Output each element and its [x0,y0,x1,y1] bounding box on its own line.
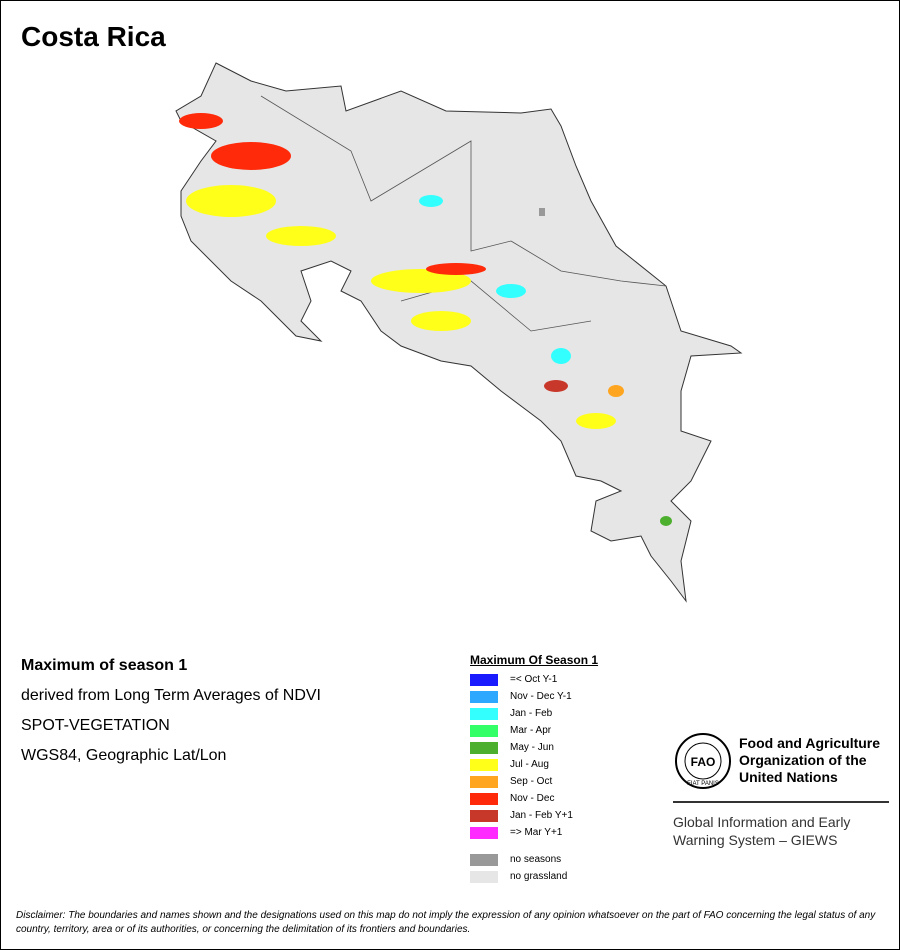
country-shape [175,62,743,603]
org-line: United Nations [739,769,838,785]
legend-entry: => Mar Y+1 [470,824,598,841]
legend-label: Mar - Apr [510,725,552,736]
legend-title: Maximum Of Season 1 [470,653,599,667]
org-name: Food and Agriculture Organization of the U… [739,735,880,786]
legend-label: Jan - Feb [510,708,553,719]
org-line: Organization of the [739,752,867,768]
legend-swatch [470,690,498,703]
legend-label: no grassland [510,871,568,882]
legend-swatch [470,775,498,788]
legend-label: May - Jun [510,742,554,753]
legend-entry: May - Jun [470,739,598,756]
disclaimer: Disclaimer: The boundaries and names sho… [16,910,876,935]
legend-swatch [470,724,498,737]
org-line: Food and Agriculture [739,735,881,751]
legend-swatch [470,809,498,822]
legend-entry: Jan - Feb Y+1 [470,807,598,824]
system-name: Global Information and Early Warning Syst… [673,813,850,849]
legend-swatch [470,758,498,771]
map-title: Costa Rica [21,21,166,52]
legend-swatch [470,853,498,866]
legend-entry: Nov - Dec [470,790,598,807]
legend-swatch [470,707,498,720]
info-line: derived from Long Term Averages of NDVI [21,687,321,704]
legend-entry: Mar - Apr [470,722,598,739]
legend-entry: Jan - Feb [470,705,598,722]
divider [673,801,889,803]
legend-entry: =< Oct Y-1 [470,671,598,688]
fao-emblem: FAO FIAT PANIS [675,733,731,789]
info-line: SPOT-VEGETATION [21,717,170,734]
info-line: Maximum of season 1 [21,657,188,674]
legend-label: Jul - Aug [510,759,549,770]
legend-label: Nov - Dec Y-1 [510,691,572,702]
legend-label: Sep - Oct [510,776,553,787]
map [175,62,743,603]
info-line: WGS84, Geographic Lat/Lon [21,747,227,764]
legend-swatch [470,741,498,754]
legend-label: =< Oct Y-1 [510,674,558,685]
legend-entry: Sep - Oct [470,773,598,790]
emblem-ring: FIAT PANIS [687,781,719,787]
season-patches [179,113,672,526]
legend-entry: Jul - Aug [470,756,598,773]
emblem-text: FAO [691,755,716,769]
legend-swatch [470,792,498,805]
legend-entry: no seasons [470,851,598,868]
map-info: Maximum of season 1 derived from Long Ter… [21,657,321,777]
legend-entry: Nov - Dec Y-1 [470,688,598,705]
legend-swatch [470,826,498,839]
system-line: Warning System – GIEWS [673,832,838,848]
legend: Maximum Of Season 1 =< Oct Y-1 Nov - Dec … [470,653,598,885]
legend-swatch [470,673,498,686]
system-line: Global Information and Early [673,814,851,830]
legend-label: Nov - Dec [510,793,555,804]
legend-swatch [470,870,498,883]
legend-label: Jan - Feb Y+1 [510,810,573,821]
legend-label: => Mar Y+1 [510,827,563,838]
legend-label: no seasons [510,854,562,865]
legend-entry: no grassland [470,868,598,885]
